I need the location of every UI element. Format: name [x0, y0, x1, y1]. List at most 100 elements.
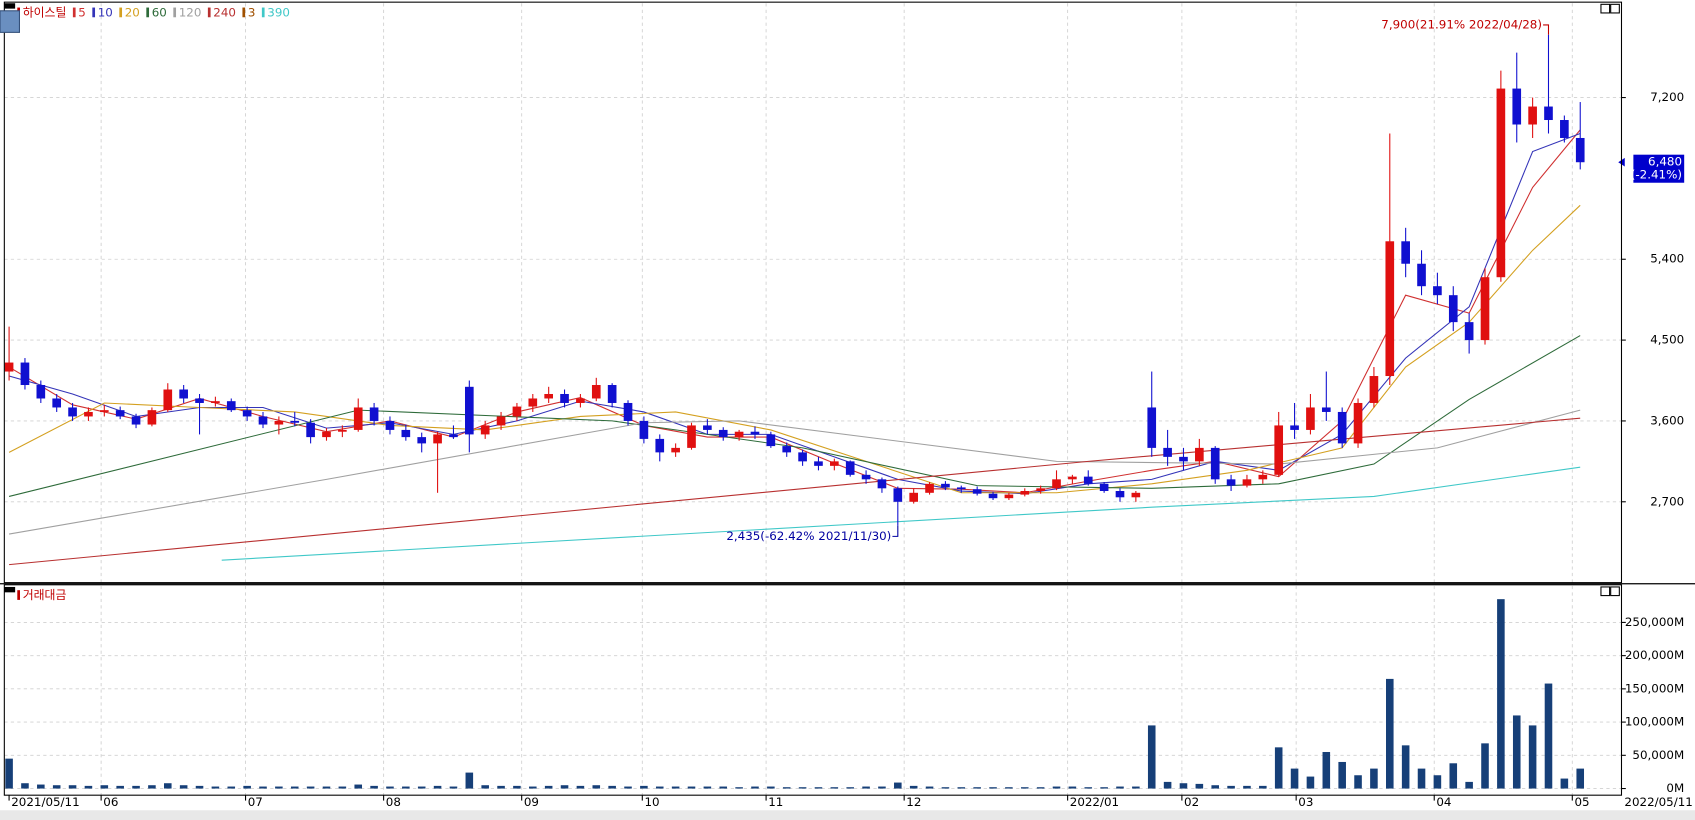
volume-bar [1354, 775, 1362, 789]
volume-bar [751, 786, 759, 789]
candle-body [1401, 241, 1410, 264]
candle-body [1385, 241, 1395, 377]
volume-bar [354, 784, 363, 789]
x-tick-label: 06 [103, 795, 118, 809]
volume-bar [560, 785, 569, 789]
y-tick-label: 3,600 [1650, 413, 1684, 427]
candle-body [258, 416, 268, 425]
x-tick-label: 08 [386, 795, 401, 809]
side-button[interactable] [0, 10, 20, 33]
volume-bar [1497, 599, 1505, 789]
volume-bar [1290, 768, 1299, 789]
legend-entry-marker [173, 7, 177, 18]
volume-bar [941, 787, 950, 789]
maximize-button[interactable] [1600, 3, 1611, 14]
candle-body [512, 406, 522, 417]
moving-average-line [8, 409, 1581, 535]
legend-entry-marker [242, 7, 246, 18]
legend-entry-marker [146, 7, 150, 18]
candle-body [290, 420, 300, 423]
volume-bar [1005, 787, 1013, 789]
y-tick-label: 250,000M [1625, 615, 1684, 629]
close-button[interactable] [1610, 3, 1620, 14]
volume-bar [592, 785, 601, 789]
candle-body [338, 429, 347, 432]
legend-entry-marker [72, 7, 76, 18]
volume-bar [1576, 768, 1585, 789]
candle-body [1020, 491, 1030, 495]
candle-body [1464, 322, 1474, 341]
maximize-button[interactable] [1600, 586, 1611, 597]
legend-entry: 390 [267, 5, 290, 19]
y-tick-label: 0M [1666, 781, 1684, 795]
volume-bar [370, 785, 378, 789]
volume-bar [1338, 761, 1346, 789]
candle-body [1306, 407, 1315, 430]
legend-entry: 240 [213, 5, 236, 19]
x-tick-label: 07 [248, 795, 263, 809]
volume-bar [68, 785, 77, 789]
volume-bar [1433, 775, 1442, 789]
candle-body [68, 407, 77, 417]
last-price-change: (-2.41%) [1631, 168, 1682, 182]
candle-body [750, 431, 760, 435]
candle-body [1417, 263, 1426, 287]
candle-body [147, 410, 157, 425]
candle-body [84, 411, 93, 417]
candle-body [1544, 106, 1553, 121]
volume-bar [862, 786, 870, 789]
candle-body [36, 385, 46, 399]
candle-body [988, 493, 998, 499]
volume-bar [1211, 785, 1219, 789]
legend-entry-marker [261, 7, 265, 18]
volume-bar [640, 785, 648, 789]
volume-bar [465, 772, 474, 789]
candle-body [528, 398, 538, 407]
volume-bar [735, 787, 743, 789]
candle-body [1210, 447, 1220, 480]
volume-bar [1227, 785, 1235, 789]
candle-body [1226, 479, 1236, 486]
volume-bar [925, 786, 934, 789]
y-tick-label: 4,500 [1650, 333, 1684, 347]
bottom-toolbar[interactable] [0, 810, 1695, 820]
candle-body [1004, 494, 1014, 499]
candle-body [1496, 88, 1506, 278]
volume-bar [338, 786, 347, 789]
volume-bar [1386, 678, 1394, 789]
volume-bar [1036, 787, 1045, 789]
legend-entry: 5 [78, 5, 86, 19]
candle-body [893, 488, 903, 502]
candle-body [1560, 120, 1569, 138]
candle-body [1433, 286, 1442, 296]
volume-bar [148, 785, 156, 789]
volume-bar [1322, 751, 1331, 789]
candle-body [242, 410, 252, 417]
volume-bar [529, 786, 537, 789]
volume-bar [703, 786, 712, 789]
candle-body [1290, 425, 1299, 430]
candle-body [703, 425, 712, 430]
volume-bar [655, 786, 664, 789]
legend-entry: 10 [98, 5, 113, 19]
y-tick-label: 200,000M [1625, 648, 1684, 662]
candle-body [131, 416, 141, 425]
window-controls[interactable] [1600, 3, 1620, 597]
volume-bar [132, 785, 140, 789]
volume-bar [306, 786, 315, 789]
volume-bar [1195, 783, 1204, 789]
annotation-label: 7,900(21.91% 2022/04/28) [1381, 17, 1542, 31]
candle-body [1099, 483, 1109, 492]
candle-body [449, 434, 458, 438]
close-button[interactable] [1610, 586, 1620, 597]
volume-bar [1401, 745, 1410, 789]
candle-body [353, 407, 363, 430]
volume-bar [1163, 781, 1172, 789]
legend-title: 하이스틸 [23, 5, 67, 19]
candle-body [322, 431, 331, 438]
candle-body [433, 434, 442, 444]
volume-bar [1179, 783, 1188, 789]
candle-body [1528, 106, 1537, 125]
